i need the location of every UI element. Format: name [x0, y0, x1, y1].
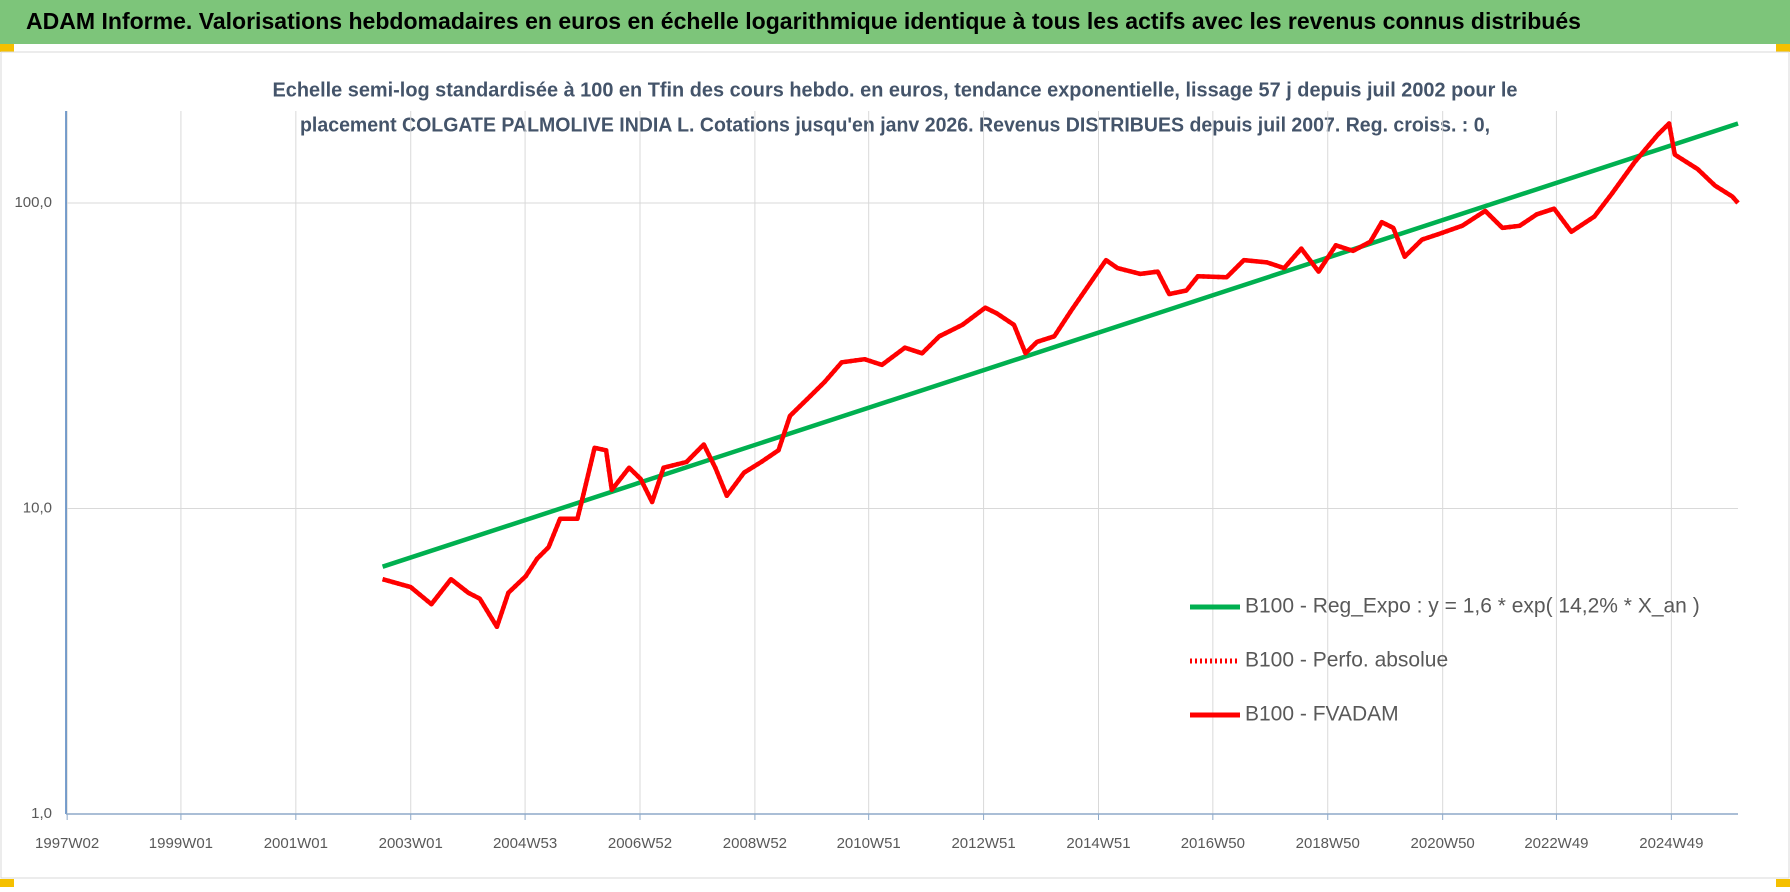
plot-area: 1,0 10,0 100,0 1997W02 1999W01 2001W01 2003W01…	[14, 111, 1740, 852]
corner-mark	[0, 879, 14, 887]
x-tick-label: 1999W01	[149, 835, 213, 852]
legend-label: B100 - Perfo. absolue	[1245, 649, 1448, 672]
corner-mark	[1776, 879, 1790, 887]
x-tick-label: 2010W51	[837, 835, 901, 852]
y-tick-label: 100,0	[14, 194, 52, 211]
x-tick-label: 2012W51	[951, 835, 1015, 852]
x-tick-label: 2020W50	[1411, 835, 1475, 852]
y-tick-label: 10,0	[23, 499, 52, 516]
x-tick-label: 2006W52	[608, 835, 672, 852]
x-tick-label: 2001W01	[264, 835, 328, 852]
chart-subtitle: placement COLGATE PALMOLIVE INDIA L. Cot…	[300, 114, 1490, 136]
x-tick-label: 2018W50	[1296, 835, 1360, 852]
x-tick-label: 2022W49	[1524, 835, 1588, 852]
x-tick-label: 2004W53	[493, 835, 557, 852]
x-tick-label: 2003W01	[379, 835, 443, 852]
chart-border	[0, 51, 1790, 879]
header-title: ADAM Informe. Valorisations hebdomadaire…	[26, 8, 1581, 34]
corner-mark	[1776, 44, 1790, 52]
series-line	[381, 121, 1740, 630]
series-line	[381, 121, 1739, 569]
x-tick-label: 2008W52	[723, 835, 787, 852]
x-tick-label: 2016W50	[1181, 835, 1245, 852]
legend-label: B100 - Reg_Expo : y = 1,6 * exp( 14,2% *…	[1245, 595, 1700, 618]
header-bar	[0, 0, 1790, 44]
x-tick-label: 2014W51	[1066, 835, 1130, 852]
x-tick-label: 2024W49	[1639, 835, 1703, 852]
x-tick-label: 1997W02	[35, 835, 99, 852]
corner-mark	[0, 44, 14, 52]
chart-subtitle: Echelle semi-log standardisée à 100 en T…	[273, 79, 1518, 101]
y-tick-label: 1,0	[31, 805, 52, 822]
legend-label: B100 - FVADAM	[1245, 703, 1399, 726]
